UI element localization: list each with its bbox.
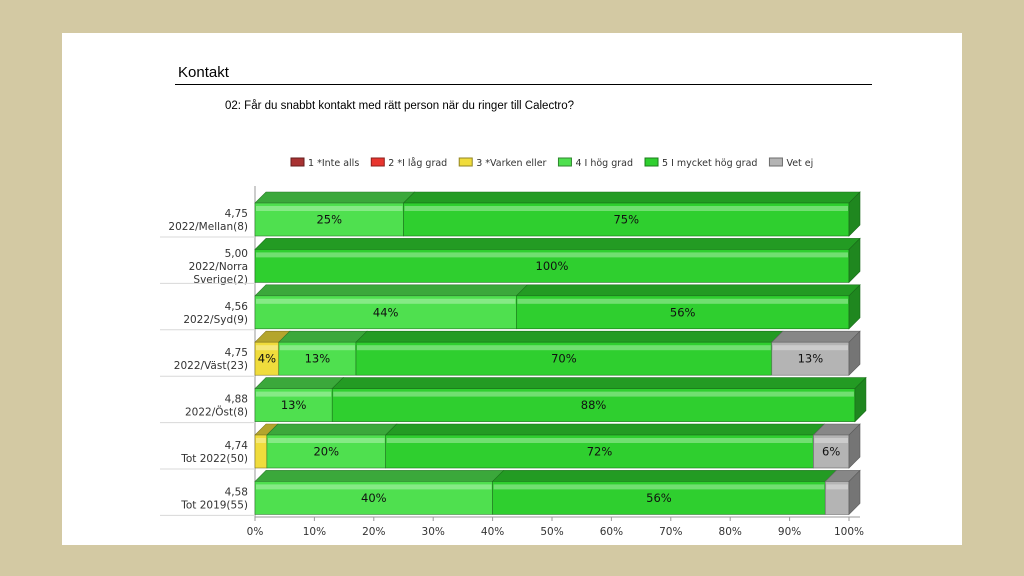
bar-highlight: [279, 345, 355, 351]
bar-side-face: [848, 423, 861, 469]
title-divider: [175, 84, 872, 85]
category-label: 2022/Mellan(8): [168, 221, 248, 233]
bar-top-face: [771, 330, 861, 343]
data-label: 56%: [646, 491, 672, 505]
category-score: 4,75: [225, 347, 248, 359]
data-label: 40%: [361, 491, 387, 505]
data-label: 72%: [587, 445, 613, 459]
bar-highlight: [256, 438, 266, 443]
legend-label: Vet ej: [786, 158, 813, 169]
bar-highlight: [826, 484, 848, 490]
x-tick-label: 60%: [600, 526, 623, 538]
category-label: 2022/Öst(8): [185, 406, 248, 419]
bar-top-face: [331, 377, 867, 389]
bar-top-face: [254, 238, 861, 250]
category-label: 2022/Norra: [189, 261, 248, 273]
category-score: 4,58: [225, 486, 248, 498]
bar-highlight: [772, 345, 848, 351]
category-label: Tot 2019(55): [180, 499, 248, 511]
x-tick-label: 100%: [834, 526, 864, 538]
bar-highlight: [256, 252, 848, 258]
bar-top-face: [254, 377, 344, 389]
bar-highlight: [256, 484, 492, 490]
bar-top-face: [266, 423, 398, 436]
data-label: 44%: [373, 305, 399, 319]
bar-highlight: [333, 391, 854, 397]
category-label: 2022/Väst(23): [174, 360, 248, 372]
data-label: 25%: [316, 213, 342, 227]
x-tick-label: 90%: [778, 526, 801, 538]
category-score: 4,56: [225, 301, 249, 313]
data-label: 70%: [551, 352, 577, 366]
bar-top-face: [402, 191, 861, 204]
bar-highlight: [356, 345, 771, 351]
category-score: 4,74: [225, 440, 249, 452]
x-tick-label: 80%: [719, 526, 742, 538]
data-label: 100%: [536, 259, 569, 273]
legend-swatch: [370, 157, 385, 167]
legend-label: 2 *I låg grad: [388, 158, 447, 169]
category-score: 4,75: [225, 208, 248, 220]
category-label: Sverige(2): [193, 274, 248, 286]
bar-top-face: [254, 470, 505, 482]
x-tick-label: 0%: [247, 526, 264, 538]
data-label: 13%: [281, 398, 307, 412]
data-label: 6%: [822, 445, 840, 459]
data-label: 4%: [258, 352, 276, 366]
bar-highlight: [256, 206, 403, 211]
category-score: 5,00: [225, 248, 248, 260]
bar-side-face: [848, 284, 861, 330]
bar-highlight: [517, 298, 848, 304]
bar-side-face: [848, 330, 861, 376]
data-label: 88%: [581, 398, 607, 412]
bar-side-face: [848, 191, 861, 237]
x-tick-label: 20%: [362, 526, 385, 538]
bar-top-face: [278, 330, 368, 343]
x-tick-label: 30%: [422, 526, 445, 538]
bar-highlight: [386, 438, 813, 443]
bar-highlight: [267, 438, 385, 443]
legend-label: 4 I hög grad: [575, 158, 633, 169]
data-label: 20%: [313, 445, 339, 459]
legend-swatch: [458, 157, 473, 167]
bar-top-face: [384, 423, 826, 436]
legend-label: 1 *Inte alls: [308, 158, 359, 169]
x-tick-label: 40%: [481, 526, 504, 538]
x-tick-label: 70%: [659, 526, 682, 538]
bar-side-face: [848, 469, 861, 516]
bar-side-face: [848, 237, 861, 284]
bar-side-face: [854, 376, 867, 423]
bar-top-face: [491, 470, 837, 482]
legend-label: 3 *Varken eller: [476, 158, 546, 169]
bar-top-face: [355, 330, 784, 343]
legend-swatch: [557, 157, 572, 167]
x-tick-label: 50%: [540, 526, 563, 538]
data-label: 56%: [670, 305, 696, 319]
category-label: 2022/Syd(9): [183, 314, 248, 326]
bar-highlight: [814, 438, 848, 443]
legend-swatch: [290, 157, 305, 167]
category-label: Tot 2022(50): [180, 453, 248, 465]
bar-top-face: [254, 191, 416, 204]
data-label: 13%: [798, 352, 824, 366]
bar-highlight: [493, 484, 825, 490]
bar-top-face: [515, 284, 861, 297]
data-label: 13%: [305, 352, 331, 366]
data-label: 75%: [613, 213, 639, 227]
section-title: Kontakt: [178, 64, 229, 81]
legend-swatch: [644, 157, 659, 167]
category-score: 4,88: [225, 394, 248, 406]
question-text: 02: Får du snabbt kontakt med rätt perso…: [225, 100, 575, 112]
bar-highlight: [256, 391, 332, 397]
legend-label: 5 I mycket hög grad: [662, 158, 757, 169]
bar-highlight: [256, 345, 278, 351]
legend-swatch: [768, 157, 783, 167]
bar-highlight: [404, 206, 848, 211]
bar-top-face: [254, 284, 529, 297]
bar-highlight: [256, 298, 516, 304]
x-tick-label: 10%: [303, 526, 326, 538]
